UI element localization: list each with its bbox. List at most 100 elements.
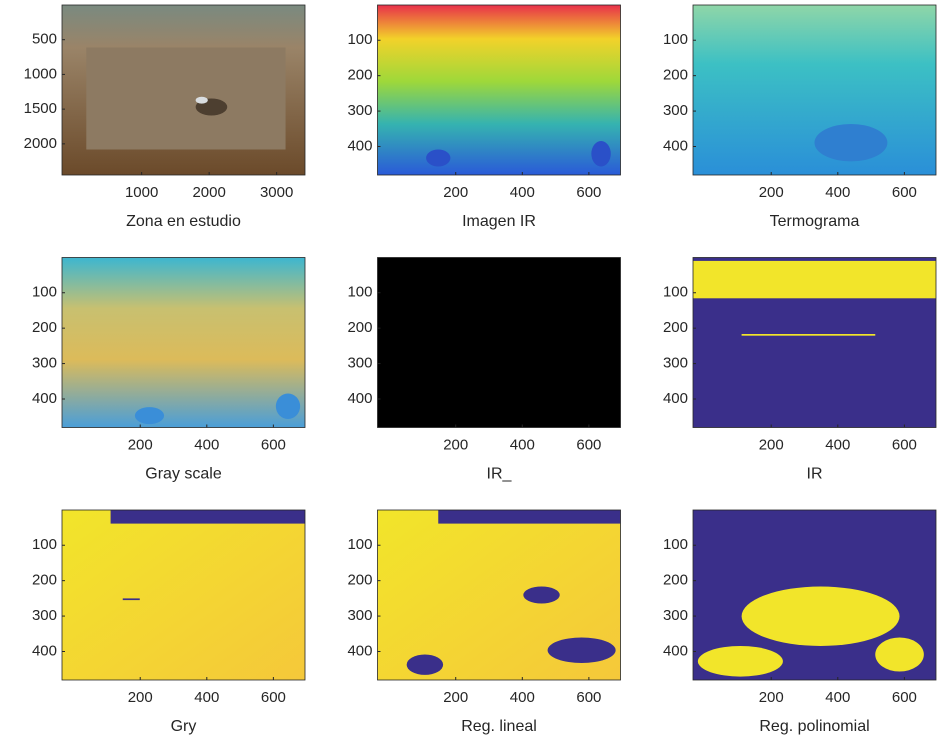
x-tick-label: 200	[443, 436, 468, 453]
image-region	[62, 258, 305, 428]
x-tick-label: 600	[261, 689, 286, 706]
y-tick-label: 300	[663, 355, 688, 372]
y-tick-label: 400	[663, 642, 688, 659]
x-tick-label: 400	[825, 689, 850, 706]
image-region	[548, 638, 616, 664]
x-tick-label: 600	[892, 184, 917, 201]
x-tick-label: 400	[510, 689, 535, 706]
subplot: 200 400 600 100 200 300 400 Imagen IR	[347, 5, 620, 230]
x-tick-label: 400	[510, 436, 535, 453]
image-region	[742, 334, 876, 336]
image-region	[407, 655, 443, 675]
y-tick-label: 2000	[24, 135, 57, 152]
y-tick-label: 300	[663, 102, 688, 119]
y-tick-label: 100	[663, 31, 688, 48]
image-region	[698, 646, 783, 677]
x-tick-label: 600	[576, 689, 601, 706]
y-tick-label: 1500	[24, 100, 57, 117]
x-tick-label: 200	[759, 436, 784, 453]
x-label: IR	[807, 466, 823, 483]
image-region	[196, 97, 208, 104]
subplot: 200 400 600 100 200 300 400 Gry	[32, 510, 305, 735]
y-tick-label: 300	[347, 355, 372, 372]
y-tick-label: 400	[32, 642, 57, 659]
y-tick-label: 400	[663, 137, 688, 154]
x-label: IR_	[487, 466, 513, 483]
y-tick-label: 400	[347, 137, 372, 154]
x-tick-label: 400	[825, 436, 850, 453]
image-region	[875, 638, 924, 672]
x-label: Imagen IR	[462, 213, 536, 230]
subplot: 200 400 600 100 200 300 400 Reg. polinomial	[663, 510, 936, 735]
y-tick-label: 200	[663, 572, 688, 589]
y-tick-label: 300	[347, 102, 372, 119]
image-region	[62, 510, 305, 680]
x-tick-label: 600	[261, 436, 286, 453]
y-tick-label: 400	[32, 390, 57, 407]
x-tick-label: 400	[194, 689, 219, 706]
x-label: Reg. polinomial	[759, 718, 869, 735]
x-tick-label: 600	[576, 184, 601, 201]
x-tick-label: 600	[892, 436, 917, 453]
y-tick-label: 300	[347, 607, 372, 624]
y-tick-label: 200	[32, 319, 57, 336]
x-tick-label: 200	[128, 436, 153, 453]
image-region	[135, 407, 164, 424]
y-tick-label: 100	[663, 536, 688, 553]
x-tick-label: 200	[443, 689, 468, 706]
x-tick-label: 600	[576, 436, 601, 453]
y-tick-label: 200	[663, 67, 688, 84]
subplot: 200 400 600 100 200 300 400 Reg. lineal	[347, 510, 620, 735]
x-tick-label: 200	[128, 689, 153, 706]
y-tick-label: 300	[32, 355, 57, 372]
figure: 1000 2000 3000 500 1000 1500 2000 Zona en estud…	[0, 0, 939, 738]
x-label: Reg. lineal	[461, 718, 537, 735]
x-label: Gry	[171, 718, 197, 735]
subplot: 200 400 600 100 200 300 400 Termograma	[663, 5, 936, 230]
subplot: 200 400 600 100 200 300 400 IR_	[347, 258, 620, 483]
x-label: Zona en estudio	[126, 213, 241, 230]
x-tick-label: 400	[510, 184, 535, 201]
x-tick-label: 2000	[192, 184, 225, 201]
y-tick-label: 400	[347, 390, 372, 407]
x-label: Gray scale	[145, 466, 222, 483]
y-tick-label: 1000	[24, 65, 57, 82]
y-tick-label: 100	[32, 284, 57, 301]
y-tick-label: 400	[347, 642, 372, 659]
x-label: Termograma	[770, 213, 860, 230]
y-tick-label: 400	[663, 390, 688, 407]
image-region	[438, 510, 620, 524]
y-tick-label: 100	[32, 536, 57, 553]
image-region	[693, 261, 936, 298]
y-tick-label: 300	[663, 607, 688, 624]
y-tick-label: 200	[347, 572, 372, 589]
x-tick-label: 1000	[125, 184, 158, 201]
y-tick-label: 200	[32, 572, 57, 589]
subplot: 1000 2000 3000 500 1000 1500 2000 Zona en estud…	[24, 5, 305, 230]
x-tick-label: 600	[892, 689, 917, 706]
image-region	[378, 5, 621, 175]
x-tick-label: 400	[825, 184, 850, 201]
image-region	[111, 510, 305, 524]
x-tick-label: 200	[443, 184, 468, 201]
image-region	[86, 48, 285, 150]
x-tick-label: 3000	[260, 184, 293, 201]
y-tick-label: 200	[347, 67, 372, 84]
y-tick-label: 100	[663, 284, 688, 301]
image-region	[523, 587, 559, 604]
y-tick-label: 200	[663, 319, 688, 336]
y-tick-label: 100	[347, 284, 372, 301]
y-tick-label: 200	[347, 319, 372, 336]
image-region	[742, 587, 900, 647]
y-tick-label: 500	[32, 31, 57, 48]
image-region	[693, 5, 936, 175]
x-tick-label: 200	[759, 689, 784, 706]
y-tick-label: 300	[32, 607, 57, 624]
image-region	[815, 124, 888, 161]
y-tick-label: 100	[347, 31, 372, 48]
x-tick-label: 200	[759, 184, 784, 201]
image-region	[426, 150, 450, 167]
y-tick-label: 100	[347, 536, 372, 553]
